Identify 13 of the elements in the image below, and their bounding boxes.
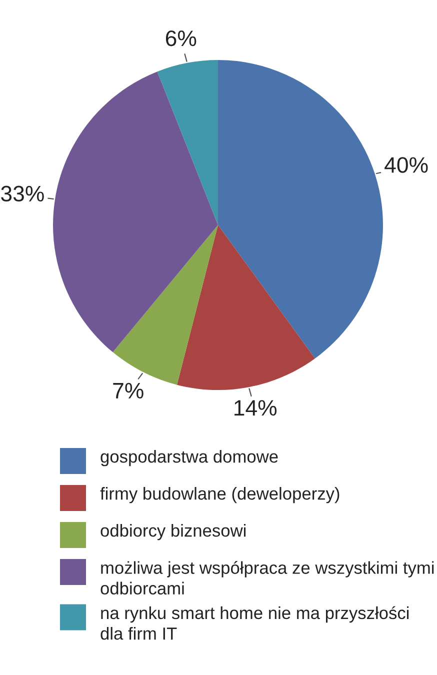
pie-slice — [218, 60, 383, 358]
data-label: 6% — [166, 30, 196, 46]
legend-label: na rynku smart home nie ma przyszłości dla firm IT — [100, 606, 409, 640]
pie-slice — [176, 225, 315, 390]
data-label: 7% — [113, 382, 144, 398]
legend-label: odbiorcy biznesowi — [100, 524, 246, 540]
legend-label: gospodarstwa domowe — [100, 450, 278, 466]
data-label: 40% — [384, 157, 428, 173]
pie-slice — [157, 60, 218, 225]
legend-label: firmy budowlane (deweloperzy) — [100, 487, 340, 504]
pie-slice — [53, 72, 218, 352]
data-label: 33% — [1, 186, 44, 202]
data-label: 14% — [234, 400, 277, 416]
